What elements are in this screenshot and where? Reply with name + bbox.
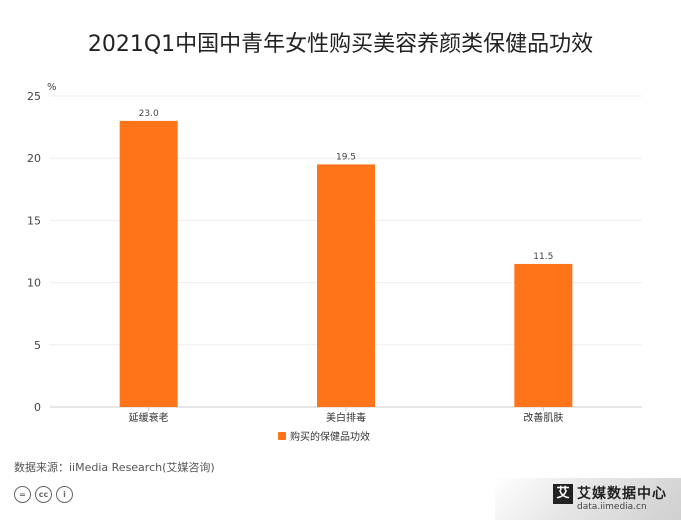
bar[interactable]	[317, 164, 375, 407]
legend-swatch	[278, 432, 286, 440]
data-label: 23.0	[139, 109, 159, 119]
brand-watermark: 艾 艾媒数据中心 data.iimedia.cn	[495, 478, 681, 520]
cc-by-icon: i	[56, 486, 73, 503]
data-label: 11.5	[533, 252, 553, 262]
x-axis-ticks: 延缓衰老 美白排毒 改善肌肤	[129, 407, 563, 424]
chart-title: 2021Q1中国中青年女性购买美容养颜类保健品功效	[87, 32, 594, 57]
x-tick-label: 延缓衰老	[129, 411, 169, 424]
x-tick-label: 改善肌肤	[523, 411, 563, 424]
x-tick-label: 美白排毒	[326, 411, 366, 424]
brand-name: 艾媒数据中心	[577, 486, 667, 502]
data-label: 19.5	[336, 152, 356, 162]
brand-url: data.iimedia.cn	[577, 502, 647, 512]
y-tick-label: 20	[27, 152, 41, 165]
y-tick-label: 5	[34, 339, 41, 352]
y-tick-label: 25	[27, 90, 41, 103]
bar-chart: 0 5 10 15 20 25 % 23.0 19.5 11.5 延缓衰老 美白排毒 改善肌肤 购…	[27, 82, 642, 443]
y-tick-label: 0	[34, 401, 41, 414]
brand-logo-icon: 艾	[553, 484, 573, 504]
bars	[119, 120, 573, 407]
y-axis-unit: %	[47, 82, 57, 93]
bar[interactable]	[119, 120, 178, 407]
bar[interactable]	[514, 263, 573, 407]
license-icons: = cc i	[14, 486, 73, 503]
legend-label: 购买的保健品功效	[290, 430, 370, 443]
y-axis-ticks: 0 5 10 15 20 25	[27, 90, 41, 414]
data-source: 数据来源：iiMedia Research(艾媒咨询)	[14, 461, 215, 474]
y-tick-label: 15	[27, 214, 41, 227]
y-tick-label: 10	[27, 277, 41, 290]
legend[interactable]: 购买的保健品功效	[278, 430, 370, 443]
cc-icon: cc	[35, 486, 52, 503]
cc-nd-icon: =	[14, 486, 31, 503]
data-labels: 23.0 19.5 11.5	[139, 109, 554, 262]
